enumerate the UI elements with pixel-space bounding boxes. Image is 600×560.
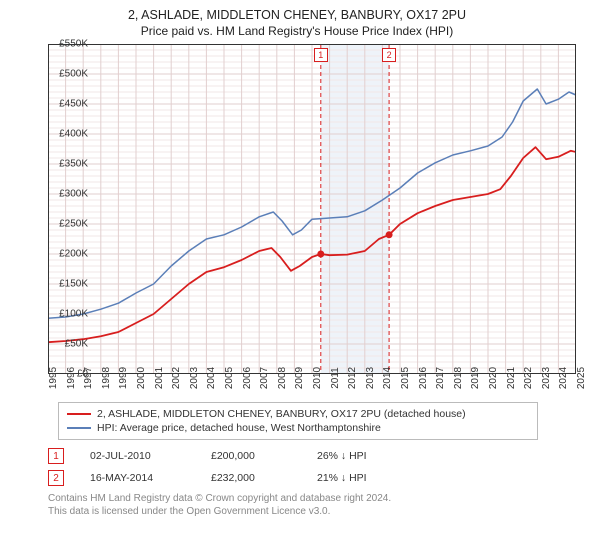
legend-swatch <box>67 427 91 429</box>
y-tick-label: £100K <box>59 309 88 320</box>
x-tick-label: 2025 <box>576 367 587 389</box>
x-tick-label: 2011 <box>330 367 341 389</box>
x-tick-label: 2015 <box>400 367 411 389</box>
x-tick-label: 2021 <box>506 367 517 389</box>
x-tick-label: 2006 <box>242 367 253 389</box>
legend-item: HPI: Average price, detached house, West… <box>67 421 529 435</box>
x-tick-label: 2008 <box>277 367 288 389</box>
y-tick-label: £350K <box>59 159 88 170</box>
legend-swatch <box>67 413 91 415</box>
x-tick-label: 2007 <box>259 367 270 389</box>
event-diff: 26% ↓ HPI <box>317 450 402 462</box>
y-tick-label: £450K <box>59 99 88 110</box>
event-number-box: 2 <box>48 470 64 486</box>
legend-label: HPI: Average price, detached house, West… <box>97 422 381 434</box>
x-tick-label: 2009 <box>294 367 305 389</box>
footer-line-2: This data is licensed under the Open Gov… <box>48 505 584 518</box>
event-row: 1 02-JUL-2010 £200,000 26% ↓ HPI <box>48 448 584 464</box>
x-tick-label: 2024 <box>558 367 569 389</box>
event-marker-2: 2 <box>382 48 396 62</box>
x-tick-label: 2020 <box>488 367 499 389</box>
x-tick-label: 2019 <box>470 367 481 389</box>
event-marker-1: 1 <box>314 48 328 62</box>
x-tick-label: 2017 <box>435 367 446 389</box>
event-date: 16-MAY-2014 <box>90 472 185 484</box>
legend-label: 2, ASHLADE, MIDDLETON CHENEY, BANBURY, O… <box>97 408 466 420</box>
x-tick-label: 2000 <box>136 367 147 389</box>
x-tick-label: 2010 <box>312 367 323 389</box>
footer-attribution: Contains HM Land Registry data © Crown c… <box>48 492 584 518</box>
x-tick-label: 2003 <box>189 367 200 389</box>
event-price: £232,000 <box>211 472 291 484</box>
event-date: 02-JUL-2010 <box>90 450 185 462</box>
x-tick-label: 1998 <box>101 367 112 389</box>
legend-item: 2, ASHLADE, MIDDLETON CHENEY, BANBURY, O… <box>67 407 529 421</box>
x-tick-label: 2012 <box>347 367 358 389</box>
chart-wrap: £0£50K£100K£150K£200K£250K£300K£350K£400… <box>48 44 600 396</box>
legend-box: 2, ASHLADE, MIDDLETON CHENEY, BANBURY, O… <box>58 402 538 440</box>
x-tick-label: 1995 <box>48 367 59 389</box>
y-tick-label: £500K <box>59 69 88 80</box>
title-line-2: Price paid vs. HM Land Registry's House … <box>10 24 584 38</box>
y-tick-label: £550K <box>59 39 88 50</box>
y-tick-label: £300K <box>59 189 88 200</box>
event-row: 2 16-MAY-2014 £232,000 21% ↓ HPI <box>48 470 584 486</box>
x-tick-label: 2001 <box>154 367 165 389</box>
x-tick-label: 2002 <box>171 367 182 389</box>
events-table: 1 02-JUL-2010 £200,000 26% ↓ HPI 2 16-MAY-201… <box>48 448 584 486</box>
x-tick-label: 2018 <box>453 367 464 389</box>
event-number-box: 1 <box>48 448 64 464</box>
x-tick-label: 1997 <box>83 367 94 389</box>
x-tick-label: 1996 <box>66 367 77 389</box>
y-tick-label: £400K <box>59 129 88 140</box>
x-tick-label: 2022 <box>523 367 534 389</box>
x-tick-label: 2013 <box>365 367 376 389</box>
x-tick-label: 1999 <box>118 367 129 389</box>
price-chart <box>48 44 576 374</box>
event-diff: 21% ↓ HPI <box>317 472 402 484</box>
event-price: £200,000 <box>211 450 291 462</box>
x-tick-label: 2014 <box>382 367 393 389</box>
y-tick-label: £150K <box>59 279 88 290</box>
x-tick-label: 2004 <box>206 367 217 389</box>
y-tick-label: £50K <box>65 339 88 350</box>
title-line-1: 2, ASHLADE, MIDDLETON CHENEY, BANBURY, O… <box>10 8 584 22</box>
y-tick-label: £200K <box>59 249 88 260</box>
footer-line-1: Contains HM Land Registry data © Crown c… <box>48 492 584 505</box>
x-tick-label: 2016 <box>418 367 429 389</box>
y-tick-label: £250K <box>59 219 88 230</box>
x-tick-label: 2005 <box>224 367 235 389</box>
x-tick-label: 2023 <box>541 367 552 389</box>
